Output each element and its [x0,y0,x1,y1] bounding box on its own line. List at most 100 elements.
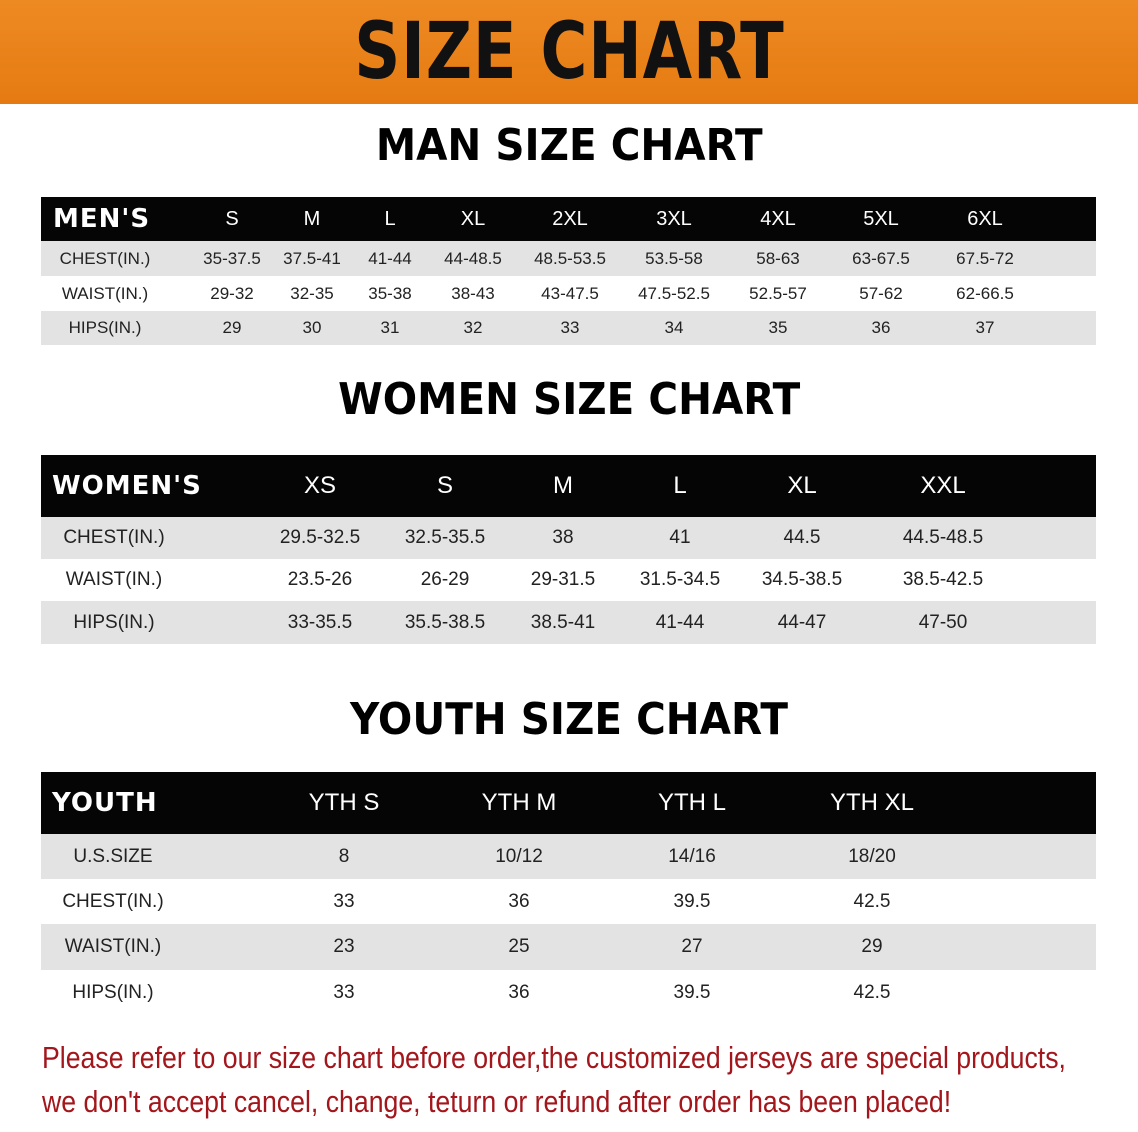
youth-title-text: YOUTH SIZE CHART [350,694,788,745]
table-cell: 33 [333,890,355,912]
notice-line-2: we don't accept cancel, change, teturn o… [42,1084,952,1119]
table-cell: 29 [861,936,883,957]
table-cell: 38.5-42.5 [902,569,984,590]
men-title-text: MAN SIZE CHART [375,120,763,171]
women-title-text: WOMEN SIZE CHART [337,374,801,425]
table-cell: 34 [664,318,684,337]
table-cell: 41 [669,527,691,548]
size-column-header: YTH S [308,789,380,816]
women-size-table: WOMEN'S XS S M L XL XXL CHEST(IN.) 29.5-32.5 32.5… [41,455,1096,644]
table-cell: 48.5-53.5 [534,248,606,268]
row-label: WAIST(IN.) [65,569,163,590]
table-cell: 31 [380,318,400,337]
table-cell: 53.5-58 [645,248,703,268]
size-column-header: YTH XL [829,789,915,816]
table-cell: 34.5-38.5 [761,569,843,590]
size-column-header: 3XL [656,207,692,230]
table-row: WAIST(IN.) 29-32 32-35 35-38 38-43 43-47.5 47.… [41,276,1096,311]
table-cell: 43-47.5 [541,283,599,303]
table-row: CHEST(IN.) 35-37.5 37.5-41 41-44 44-48.5 48.5… [41,241,1096,276]
header-label: WOMEN'S [52,471,202,501]
size-column-header: 2XL [552,207,588,230]
table-cell: 58-63 [756,248,800,268]
table-cell: 35.5-38.5 [404,611,486,633]
table-cell: 44-47 [777,611,827,633]
men-size-table: MEN'S S M L XL 2XL 3XL 4XL 5XL 6XL CHEST(IN.) 35-37… [41,197,1096,345]
size-column-header: XS [303,472,337,499]
row-label: HIPS(IN.) [73,611,155,633]
table-cell: 23 [333,936,355,957]
size-column-header: XL [460,207,486,230]
table-cell: 35-38 [368,283,412,303]
table-cell: 63-67.5 [852,248,910,268]
size-column-header: XL [787,472,817,499]
table-row: WAIST(IN.) 23 25 27 29 [41,924,1096,970]
row-label: HIPS(IN.) [68,318,142,337]
table-row: CHEST(IN.) 29.5-32.5 32.5-35.5 38 41 44.5 44.5… [41,517,1096,559]
table-header-row: WOMEN'S XS S M L XL XXL [41,455,1096,517]
banner-title: SIZE CHART [353,7,785,97]
table-cell: 36 [508,982,530,1003]
size-column-header: 5XL [863,207,899,230]
table-cell: 37 [975,318,995,337]
table-cell: 29-31.5 [530,569,596,590]
table-cell: 25 [508,936,530,957]
table-cell: 32-35 [290,283,334,303]
table-cell: 32 [463,318,483,337]
table-cell: 31.5-34.5 [639,569,721,590]
table-cell: 52.5-57 [749,283,807,303]
size-column-header: M [553,472,573,499]
table-cell: 38 [552,527,574,548]
table-row: WAIST(IN.) 23.5-26 26-29 29-31.5 31.5-34.5 34… [41,559,1096,601]
table-cell: 39.5 [673,982,711,1003]
size-column-header: YTH L [657,789,727,816]
notice-line-1: Please refer to our size chart before or… [42,1040,1066,1075]
table-cell: 30 [302,318,322,337]
row-label: CHEST(IN.) [63,527,165,548]
women-section-title: WOMEN SIZE CHART [0,374,1138,425]
table-cell: 35-37.5 [203,248,261,268]
table-cell: 39.5 [673,890,711,912]
size-chart-banner: SIZE CHART [0,0,1138,104]
size-column-header: L [673,472,687,499]
table-row: U.S.SIZE 8 10/12 14/16 18/20 [41,834,1096,879]
table-cell: 36 [871,318,891,337]
youth-size-table: YOUTH YTH S YTH M YTH L YTH XL U.S.SIZE 8 10/12… [41,772,1096,1016]
table-cell: 41-44 [368,248,412,268]
table-cell: 27 [681,936,703,957]
table-cell: 44.5-48.5 [902,527,984,548]
table-cell: 37.5-41 [283,248,341,268]
table-cell: 42.5 [853,890,891,912]
table-cell: 33-35.5 [287,611,353,633]
row-label: WAIST(IN.) [64,936,162,957]
table-cell: 23.5-26 [287,569,353,590]
table-cell: 33 [560,318,580,337]
table-cell: 44.5 [783,527,821,548]
size-column-header: YTH M [481,789,557,816]
size-column-header: L [384,207,396,230]
table-cell: 67.5-72 [956,248,1014,268]
row-label: U.S.SIZE [73,845,153,867]
size-column-header: M [303,207,321,230]
row-label: CHEST(IN.) [59,248,151,268]
table-cell: 38.5-41 [530,611,596,633]
table-cell: 32.5-35.5 [404,527,486,548]
table-cell: 14/16 [668,845,716,867]
table-cell: 57-62 [859,283,903,303]
table-cell: 26-29 [420,569,470,590]
table-cell: 29 [222,318,242,337]
table-cell: 44-48.5 [444,248,502,268]
table-row: HIPS(IN.) 33-35.5 35.5-38.5 38.5-41 41-44 44-… [41,601,1096,644]
row-label: WAIST(IN.) [61,283,149,303]
table-cell: 38-43 [451,283,495,303]
table-header-row: MEN'S S M L XL 2XL 3XL 4XL 5XL 6XL [41,197,1096,241]
table-cell: 62-66.5 [956,283,1014,303]
size-column-header: XXL [920,472,966,499]
size-column-header: S [225,207,239,230]
table-cell: 29.5-32.5 [279,527,361,548]
table-row: HIPS(IN.) 33 36 39.5 42.5 [41,970,1096,1016]
order-notice: Please refer to our size chart before or… [42,1036,1122,1124]
table-cell: 41-44 [655,611,705,633]
size-column-header: 6XL [967,207,1003,230]
table-cell: 42.5 [853,982,891,1003]
